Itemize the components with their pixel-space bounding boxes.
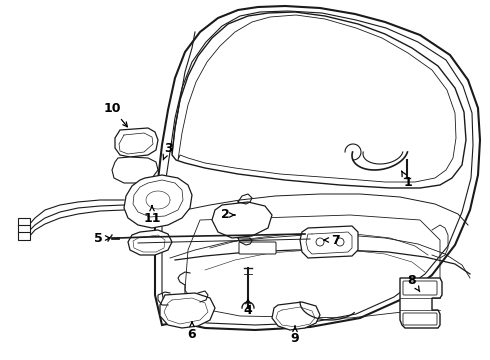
Polygon shape bbox=[124, 175, 192, 228]
Text: 8: 8 bbox=[408, 274, 420, 292]
Text: 6: 6 bbox=[188, 322, 196, 342]
Polygon shape bbox=[272, 302, 320, 330]
Polygon shape bbox=[128, 230, 172, 255]
Text: 4: 4 bbox=[244, 300, 252, 316]
Bar bbox=[18, 232, 30, 240]
Polygon shape bbox=[300, 226, 358, 258]
Text: 5: 5 bbox=[94, 231, 110, 244]
Text: 7: 7 bbox=[324, 234, 340, 247]
Text: 11: 11 bbox=[143, 206, 161, 225]
Polygon shape bbox=[212, 202, 272, 238]
Text: 9: 9 bbox=[291, 326, 299, 345]
Text: 1: 1 bbox=[402, 171, 413, 189]
Polygon shape bbox=[112, 157, 158, 183]
Text: 3: 3 bbox=[163, 141, 172, 160]
Text: 10: 10 bbox=[103, 102, 127, 127]
Polygon shape bbox=[160, 293, 215, 328]
Text: 2: 2 bbox=[220, 208, 235, 221]
Bar bbox=[18, 218, 30, 226]
Polygon shape bbox=[115, 128, 158, 157]
Polygon shape bbox=[400, 278, 442, 328]
Bar bbox=[18, 225, 30, 233]
FancyBboxPatch shape bbox=[239, 242, 276, 254]
